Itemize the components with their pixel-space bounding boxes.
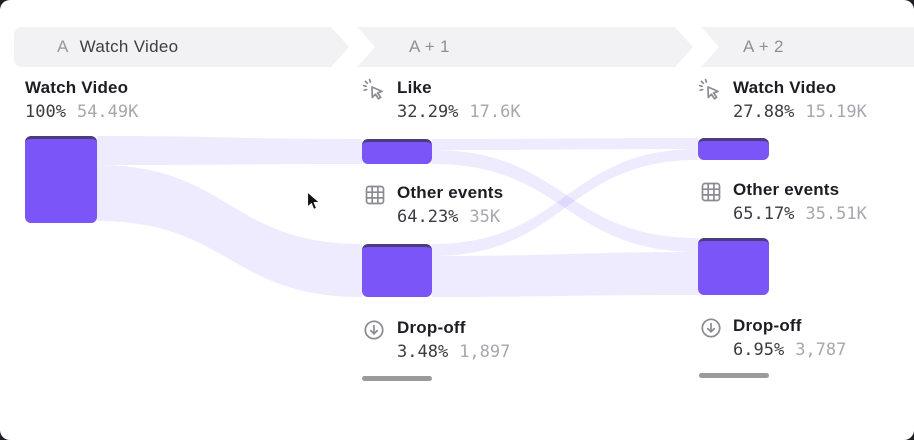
dropoff-icon	[362, 318, 386, 342]
click-icon	[362, 78, 386, 102]
step-label: A + 1	[409, 37, 450, 56]
step-header-a[interactable]: A Watch Video	[14, 27, 349, 67]
node-title: Like	[397, 78, 432, 97]
node-stats: 32.29% 17.6K	[397, 102, 521, 122]
node-block-watchvideo-a2[interactable]	[698, 138, 769, 160]
node-percent: 32.29%	[397, 102, 459, 122]
node-block-watchvideo-a[interactable]	[25, 136, 97, 223]
step-letter: A	[57, 37, 69, 56]
node-count: 35K	[469, 207, 501, 227]
flow-otherevents-to-watchvideo[interactable]	[432, 149, 698, 256]
node-percent: 3.48%	[397, 342, 449, 362]
node-percent: 65.17%	[733, 204, 795, 224]
node-stats: 100% 54.49K	[25, 102, 138, 122]
node-percent: 64.23%	[397, 207, 459, 227]
node-percent: 100%	[25, 102, 66, 122]
node-stats: 3.48% 1,897	[397, 342, 510, 362]
node-stats: 6.95% 3,787	[733, 340, 846, 360]
dropoff-icon	[699, 316, 723, 340]
node-block-otherevents-a2[interactable]	[698, 238, 769, 295]
step-header-a-plus-1[interactable]: A + 1	[357, 27, 693, 67]
node-count: 1,897	[459, 342, 511, 362]
click-icon	[698, 78, 722, 102]
node-block-otherevents-a1[interactable]	[362, 244, 432, 297]
step-label: A + 2	[743, 37, 784, 56]
node-count: 3,787	[795, 340, 847, 360]
node-percent: 6.95%	[733, 340, 785, 360]
dropoff-bar-a1[interactable]	[362, 376, 432, 381]
mouse-cursor	[306, 191, 321, 210]
flow-otherevents-to-otherevents[interactable]	[432, 252, 698, 297]
node-percent: 27.88%	[733, 102, 795, 122]
node-title: Watch Video	[25, 78, 129, 97]
node-stats: 27.88% 15.19K	[733, 102, 867, 122]
flow-like-to-otherevents[interactable]	[432, 150, 698, 252]
node-title: Drop-off	[733, 316, 802, 335]
node-title: Other events	[397, 183, 504, 202]
grid-icon	[363, 183, 387, 207]
node-count: 35.51K	[805, 204, 867, 224]
step-label: Watch Video	[79, 37, 179, 56]
node-count: 54.49K	[76, 102, 139, 122]
grid-icon	[699, 180, 723, 204]
node-count: 15.19K	[805, 102, 867, 122]
node-title: Drop-off	[397, 318, 466, 337]
node-count: 17.6K	[469, 102, 521, 122]
node-title: Watch Video	[733, 78, 837, 97]
flow-watchvideo-to-otherevents[interactable]	[97, 165, 362, 297]
flow-like-to-watchvideo[interactable]	[432, 138, 698, 150]
step-header-a-plus-2[interactable]: A + 2	[701, 27, 914, 67]
dropoff-bar-a2[interactable]	[699, 373, 769, 378]
node-title: Other events	[733, 180, 840, 199]
node-block-like-a1[interactable]	[362, 139, 432, 164]
flow-watchvideo-to-like[interactable]	[97, 136, 362, 165]
node-stats: 64.23% 35K	[397, 207, 500, 227]
node-stats: 65.17% 35.51K	[733, 204, 867, 224]
